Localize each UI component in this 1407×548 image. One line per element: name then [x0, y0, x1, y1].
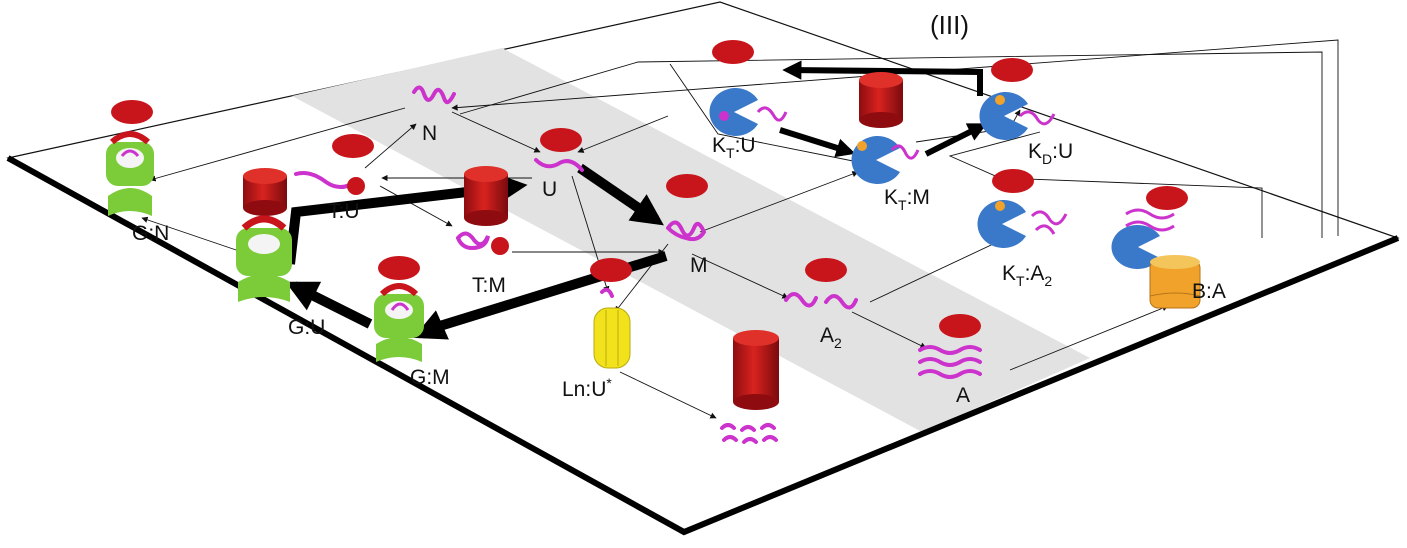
lid-group	[111, 40, 1188, 338]
blue-enzyme	[709, 88, 788, 136]
lid	[805, 258, 847, 282]
misfolded-protein	[666, 220, 707, 242]
node-label-TM: T:M	[472, 274, 506, 297]
lid	[332, 134, 374, 158]
lid	[712, 40, 754, 64]
cylinder	[859, 72, 903, 128]
unfolded-protein	[294, 171, 358, 189]
node-label-KTU: KT:U	[712, 134, 756, 161]
unfolded-protein	[534, 158, 584, 172]
label-group: (III) N U M A2 A T:U T:M G:N G:U G:M Ln:…	[132, 10, 1226, 407]
node-label-BA: B:A	[1192, 280, 1226, 303]
misfolded-protein	[456, 231, 490, 251]
node-label-M: M	[690, 254, 708, 277]
blue-enzyme	[851, 136, 920, 184]
node-label-LnU: Ln:U*	[562, 375, 612, 401]
lid	[991, 58, 1033, 82]
blue-enzyme	[979, 92, 1056, 140]
lid	[540, 128, 582, 152]
node-label-KDU: KD:U	[1028, 140, 1073, 167]
node-label-A2: A2	[820, 324, 842, 351]
cylinder	[464, 166, 508, 226]
node-label-TU: T:U	[328, 200, 360, 223]
enzyme-group	[709, 88, 1175, 269]
lid	[992, 169, 1034, 193]
blue-enzyme	[977, 200, 1068, 249]
green-chaperone	[236, 215, 292, 302]
node-label-KTM: KT:M	[884, 186, 930, 213]
cylinder	[243, 168, 287, 216]
green-chaperone	[374, 283, 424, 362]
b-disaggregase	[1149, 255, 1201, 309]
node-label-A: A	[956, 384, 970, 407]
protein-chain-group	[294, 85, 982, 444]
lid	[378, 256, 420, 280]
lid	[590, 258, 632, 282]
cylinder	[733, 330, 779, 410]
chaperone-group	[106, 131, 424, 362]
lid	[666, 174, 708, 198]
cylinder-group	[243, 72, 903, 410]
dimer-aggregate	[784, 292, 858, 310]
node-label-KTA2: KT:A2	[1002, 262, 1052, 289]
green-chaperone	[106, 131, 154, 216]
node-label-GM: G:M	[410, 366, 450, 389]
t-complex-group	[347, 177, 509, 255]
lid	[1146, 186, 1188, 210]
node-label-N: N	[422, 122, 437, 145]
lid	[111, 100, 153, 124]
degraded-fragments	[720, 423, 778, 444]
blue-enzyme	[1111, 208, 1175, 269]
node-label-GU: G:U	[288, 316, 325, 339]
native-protein	[412, 85, 456, 105]
amyloid-aggregate	[918, 345, 982, 379]
node-label-U: U	[542, 178, 557, 201]
node-label-GN: G:N	[132, 222, 169, 245]
lon-protease	[593, 307, 631, 369]
lid	[939, 314, 981, 338]
panel-label: (III)	[930, 10, 969, 40]
thin-reaction-arrows	[141, 39, 1339, 419]
